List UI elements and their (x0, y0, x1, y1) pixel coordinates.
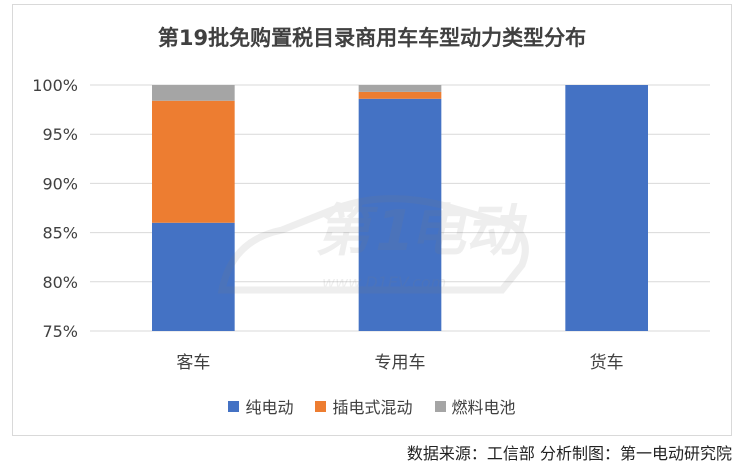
bar-segment (358, 98, 442, 331)
legend-label: 纯电动 (245, 398, 294, 417)
legend-swatch (315, 400, 327, 412)
bar-segment (565, 85, 648, 331)
bar-segment (152, 85, 235, 101)
bar-segment (358, 85, 442, 92)
source-note: 数据来源：工信部 分析制图：第一电动研究院 (406, 444, 732, 463)
x-tick-label: 客车 (176, 353, 210, 373)
y-tick-labels: 75% 80% 85% 90% 95% 100% (32, 76, 78, 341)
bar-segment (152, 100, 235, 223)
x-tick-label: 货车 (590, 353, 624, 373)
legend: 纯电动 插电式混动 燃料电池 (12, 394, 732, 418)
bar-segment (358, 91, 442, 99)
x-tick-labels: 客车 专用车 货车 (176, 353, 623, 373)
y-tick-label: 80% (42, 273, 78, 292)
chart-title: 第19批免购置税目录商用车车型动力类型分布 (157, 26, 587, 50)
x-tick-label: 专用车 (375, 353, 426, 373)
y-tick-label: 95% (42, 125, 78, 144)
bars (152, 85, 648, 331)
legend-swatch (228, 400, 240, 412)
legend-item: 燃料电池 (434, 394, 516, 418)
bar-segment (152, 222, 235, 331)
y-tick-label: 100% (32, 76, 78, 95)
legend-item: 插电式混动 (315, 394, 413, 418)
legend-label: 燃料电池 (451, 398, 516, 417)
y-tick-label: 90% (42, 174, 78, 193)
legend-swatch (434, 400, 446, 412)
y-tick-label: 85% (42, 224, 78, 243)
legend-label: 插电式混动 (332, 398, 413, 417)
legend-item: 纯电动 (228, 394, 293, 418)
y-tick-label: 75% (42, 322, 78, 341)
